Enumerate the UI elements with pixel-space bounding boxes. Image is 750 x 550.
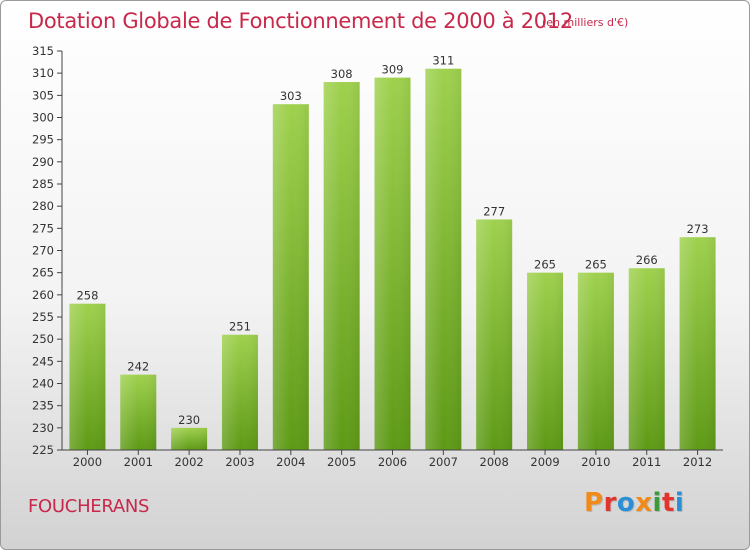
logo-letter: r (603, 488, 617, 518)
y-tick-label: 225 (32, 443, 54, 457)
logo-letter: t (661, 488, 675, 518)
bar-shine (120, 374, 157, 450)
y-tick-label: 300 (32, 111, 54, 125)
proxiti-logo: Proxiti (584, 488, 684, 518)
value-label: 309 (382, 63, 404, 77)
y-axis: 225 230 235 240 245 250 255 260 265 270 275 280 285 2… (32, 44, 63, 457)
value-label: 277 (483, 204, 505, 218)
chart-unit: (en milliers d'€) (542, 16, 629, 29)
y-tick-label: 260 (32, 288, 54, 302)
y-tick-label: 270 (32, 244, 54, 258)
bars (69, 68, 716, 451)
y-tick-label: 280 (32, 199, 54, 213)
value-label: 265 (585, 258, 607, 272)
bar-shine (323, 82, 360, 451)
value-label: 311 (432, 54, 454, 68)
y-tick-label: 255 (32, 310, 54, 324)
x-tick-label: 2000 (73, 455, 102, 469)
y-tick-label: 245 (32, 354, 54, 368)
bar-shine (577, 272, 614, 450)
x-tick-label: 2005 (327, 455, 356, 469)
bar-shine (628, 268, 665, 450)
x-tick-label: 2002 (174, 455, 203, 469)
x-tick-label: 2011 (632, 455, 661, 469)
value-label: 273 (687, 222, 709, 236)
value-label: 308 (331, 67, 353, 81)
value-label: 265 (534, 258, 556, 272)
y-tick-label: 290 (32, 155, 54, 169)
value-label: 266 (636, 253, 658, 267)
bar-shine (374, 77, 411, 450)
value-labels: 258 242 230 251 303 308 309 311 277 265 265 266 273 (76, 54, 708, 427)
x-tick-label: 2007 (429, 455, 458, 469)
y-tick-label: 235 (32, 399, 54, 413)
logo-letter: o (616, 488, 636, 518)
x-tick-label: 2003 (225, 455, 254, 469)
logo-letter: x (635, 488, 653, 518)
x-tick-label: 2006 (378, 455, 407, 469)
x-tick-label: 2004 (276, 455, 305, 469)
y-tick-label: 310 (32, 66, 54, 80)
bar-shine (679, 237, 716, 450)
y-tick-label: 305 (32, 88, 54, 102)
x-axis: 2000 2001 2002 2003 2004 2005 2006 2007 2008 2009… (62, 449, 723, 469)
chart-title: Dotation Globale de Fonctionnement de 20… (28, 9, 573, 33)
y-tick-label: 285 (32, 177, 54, 191)
bar-shine (69, 303, 106, 450)
bar-shine (171, 427, 208, 450)
bar-shine (272, 104, 309, 450)
y-tick-label: 230 (32, 421, 54, 435)
x-tick-label: 2010 (581, 455, 610, 469)
logo-letter: i (674, 488, 685, 518)
value-label: 251 (229, 320, 251, 334)
bar-shine (476, 219, 513, 450)
logo-letter: P (584, 488, 604, 518)
value-label: 303 (280, 89, 302, 103)
y-tick-label: 315 (32, 44, 54, 58)
value-label: 242 (127, 360, 149, 374)
x-tick-label: 2012 (683, 455, 712, 469)
bar-shine (527, 272, 564, 450)
value-label: 258 (76, 289, 98, 303)
logo-letter: i (652, 488, 662, 518)
y-tick-label: 250 (32, 332, 54, 346)
place-name: FOUCHERANS (28, 496, 150, 517)
x-tick-label: 2001 (124, 455, 153, 469)
value-label: 230 (178, 413, 200, 427)
y-tick-label: 240 (32, 377, 54, 391)
y-tick-label: 275 (32, 221, 54, 235)
x-tick-label: 2008 (480, 455, 509, 469)
x-tick-label: 2009 (530, 455, 559, 469)
bar-shine (425, 68, 462, 450)
y-tick-label: 295 (32, 133, 54, 147)
bar-shine (221, 334, 258, 450)
y-tick-label: 265 (32, 266, 54, 280)
